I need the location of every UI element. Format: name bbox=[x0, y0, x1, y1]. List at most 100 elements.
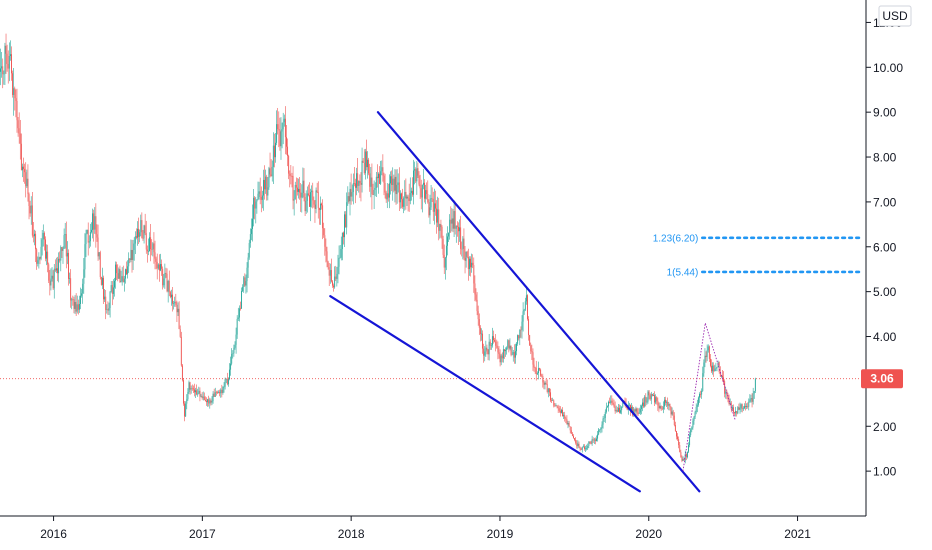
candle-body bbox=[481, 333, 482, 335]
candle bbox=[118, 267, 120, 279]
candle-body bbox=[490, 345, 492, 346]
currency-label[interactable]: USD bbox=[878, 5, 912, 27]
candle-body bbox=[635, 408, 637, 412]
candle-body bbox=[631, 406, 632, 412]
candle-body bbox=[151, 249, 153, 250]
candle bbox=[303, 168, 305, 202]
candle-body bbox=[68, 252, 69, 279]
candle bbox=[739, 402, 741, 414]
candle-body bbox=[273, 145, 275, 158]
candle-body bbox=[508, 340, 510, 349]
candle-body bbox=[474, 283, 476, 295]
candle bbox=[63, 228, 65, 250]
candle bbox=[164, 263, 166, 289]
candle-body bbox=[292, 175, 294, 201]
candle-body bbox=[415, 169, 417, 182]
candle-body bbox=[219, 391, 221, 394]
fib-anchor-path[interactable] bbox=[682, 322, 736, 472]
candle bbox=[603, 414, 605, 423]
candle bbox=[458, 222, 459, 245]
candle-body bbox=[181, 365, 183, 381]
candle-body bbox=[18, 128, 20, 134]
candle-body bbox=[570, 430, 572, 434]
candle-body bbox=[499, 354, 501, 363]
candle-body bbox=[746, 406, 748, 407]
candle bbox=[378, 172, 379, 194]
candle-body bbox=[62, 248, 64, 251]
candle bbox=[37, 256, 39, 267]
candle-body bbox=[605, 407, 607, 412]
wedge-upper-trendline[interactable] bbox=[376, 111, 701, 493]
candle-body bbox=[528, 319, 530, 336]
candle bbox=[577, 440, 579, 449]
candle bbox=[436, 200, 437, 234]
candle bbox=[256, 199, 258, 214]
candle-body bbox=[294, 184, 296, 200]
candle-body bbox=[175, 301, 177, 305]
plot-area[interactable] bbox=[0, 0, 866, 516]
candle bbox=[403, 196, 405, 214]
candle bbox=[582, 444, 584, 448]
candle-body bbox=[690, 429, 692, 436]
candle bbox=[415, 167, 417, 184]
candle-body bbox=[2, 66, 4, 75]
candle bbox=[213, 388, 215, 398]
candle-body bbox=[161, 264, 163, 269]
candle bbox=[635, 406, 637, 416]
candle bbox=[689, 432, 691, 448]
candle-body bbox=[291, 175, 293, 177]
candle-body bbox=[421, 184, 423, 198]
candle bbox=[346, 192, 348, 235]
candle bbox=[202, 391, 204, 401]
candle-body bbox=[190, 388, 192, 390]
price-axis[interactable]: 1.002.003.004.005.006.007.008.009.0010.0… bbox=[866, 16, 903, 479]
candle-body bbox=[740, 404, 742, 408]
candle bbox=[611, 395, 613, 406]
candle bbox=[110, 281, 112, 293]
candle bbox=[169, 290, 171, 299]
time-axis[interactable]: 2016 2017 2018 2019 2020 2021 bbox=[40, 516, 811, 541]
candle bbox=[686, 451, 688, 459]
candle-body bbox=[208, 399, 210, 404]
candle-body bbox=[556, 405, 558, 407]
candle bbox=[483, 343, 485, 363]
candle bbox=[520, 326, 522, 338]
candle bbox=[612, 398, 614, 406]
candle-body bbox=[398, 182, 400, 203]
candle-body bbox=[593, 439, 595, 441]
candle-body bbox=[493, 336, 494, 340]
candle-body bbox=[655, 397, 657, 403]
candle-body bbox=[462, 238, 464, 249]
candle-body bbox=[15, 98, 17, 101]
candle bbox=[550, 388, 551, 403]
candle-body bbox=[383, 175, 385, 183]
candle bbox=[201, 392, 203, 400]
candle bbox=[214, 387, 216, 398]
candle bbox=[381, 160, 383, 176]
candle-body bbox=[70, 278, 72, 301]
candle bbox=[598, 428, 600, 436]
candle bbox=[43, 231, 45, 251]
candle-body bbox=[544, 382, 546, 385]
candle-body bbox=[511, 354, 513, 356]
candle-body bbox=[440, 224, 442, 228]
candle bbox=[643, 397, 645, 409]
candle-body bbox=[214, 392, 216, 397]
candle-body bbox=[43, 232, 45, 240]
candle bbox=[704, 348, 706, 368]
candle-body bbox=[173, 303, 175, 304]
candle bbox=[440, 219, 442, 238]
candle-body bbox=[341, 232, 343, 249]
candle-body bbox=[263, 179, 264, 196]
candle bbox=[111, 281, 113, 306]
wedge-lower-trendline[interactable] bbox=[329, 295, 641, 493]
candle bbox=[179, 325, 181, 338]
candle bbox=[106, 304, 108, 314]
candle bbox=[509, 338, 511, 351]
candle bbox=[367, 151, 368, 179]
candle-body bbox=[24, 168, 26, 173]
candle bbox=[0, 48, 1, 86]
candle-body bbox=[681, 457, 683, 461]
candle bbox=[716, 366, 718, 372]
